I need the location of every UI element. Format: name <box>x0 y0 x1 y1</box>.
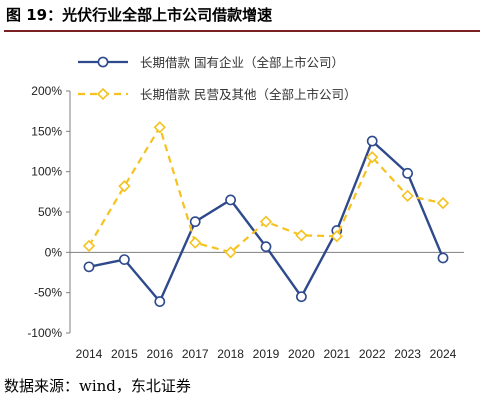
y-tick-label: 100% <box>31 165 62 179</box>
series-1-point <box>119 254 130 265</box>
x-tick-label: 2024 <box>430 347 457 361</box>
series-1-point <box>225 194 236 206</box>
y-tick-label: 150% <box>31 124 62 138</box>
series-2-point <box>259 215 273 228</box>
source-note: 数据来源：wind，东北证券 <box>4 377 191 395</box>
y-tick-label: 0% <box>45 245 63 259</box>
series-1-point <box>260 241 272 253</box>
y-tick-label: -50% <box>34 286 62 300</box>
series-2-line <box>88 124 444 254</box>
series-layer <box>82 121 450 307</box>
series-2-point <box>82 239 96 253</box>
series-1-point <box>154 296 166 307</box>
legend-marker <box>96 87 110 101</box>
series-1-point <box>189 216 201 228</box>
legend-label: 长期借款 国有企业（全部上市公司） <box>140 55 344 70</box>
series-1-point <box>437 252 449 264</box>
x-tick-label: 2016 <box>146 347 173 361</box>
series-2-point <box>153 121 166 134</box>
x-tick-label: 2021 <box>323 347 350 361</box>
legend-marker <box>97 56 109 68</box>
series-2 <box>82 121 450 259</box>
x-tick-label: 2022 <box>359 347 386 361</box>
series-2-point <box>224 246 237 259</box>
x-tick-label: 2017 <box>182 347 209 361</box>
series-2-point <box>401 189 414 202</box>
x-tick-label: 2023 <box>394 347 421 361</box>
series-1-point <box>83 261 95 273</box>
y-tick-labels: 200% 150% 100% 50% 0% -50% -100% <box>27 84 70 340</box>
x-tick-label: 2018 <box>217 347 244 361</box>
series-2-point <box>366 151 379 164</box>
series-1-point <box>366 135 378 147</box>
x-tick-label: 2014 <box>76 347 103 361</box>
figure-title: 图 19：光伏行业全部上市公司借款增速 <box>6 6 273 24</box>
series-1-point <box>402 167 413 179</box>
y-tick-label: 50% <box>38 205 62 219</box>
title-divider <box>4 30 480 32</box>
series-2-point <box>118 180 131 193</box>
x-tick-label: 2015 <box>111 347 138 361</box>
series-2-point <box>330 230 343 243</box>
x-tick-label: 2019 <box>253 347 280 361</box>
series-1 <box>83 135 449 307</box>
legend-label: 长期借款 民营及其他（全部上市公司） <box>140 87 356 102</box>
series-2-point <box>436 196 450 210</box>
x-tick-label: 2020 <box>288 347 315 361</box>
series-2-point <box>189 236 202 249</box>
legend: 长期借款 国有企业（全部上市公司） 长期借款 民营及其他（全部上市公司） <box>78 55 356 102</box>
x-tick-labels: 2014 2015 2016 2017 2018 2019 2020 2021 2022 2023… <box>76 347 457 361</box>
line-chart: 200%150%100%50%0%-50%-100% 2014 2015 2016 2… <box>27 55 464 361</box>
series-2-point <box>295 229 308 242</box>
series-1-point <box>295 291 307 303</box>
y-tick-label: -100% <box>27 326 62 340</box>
y-tick-label: 200% <box>31 84 62 98</box>
